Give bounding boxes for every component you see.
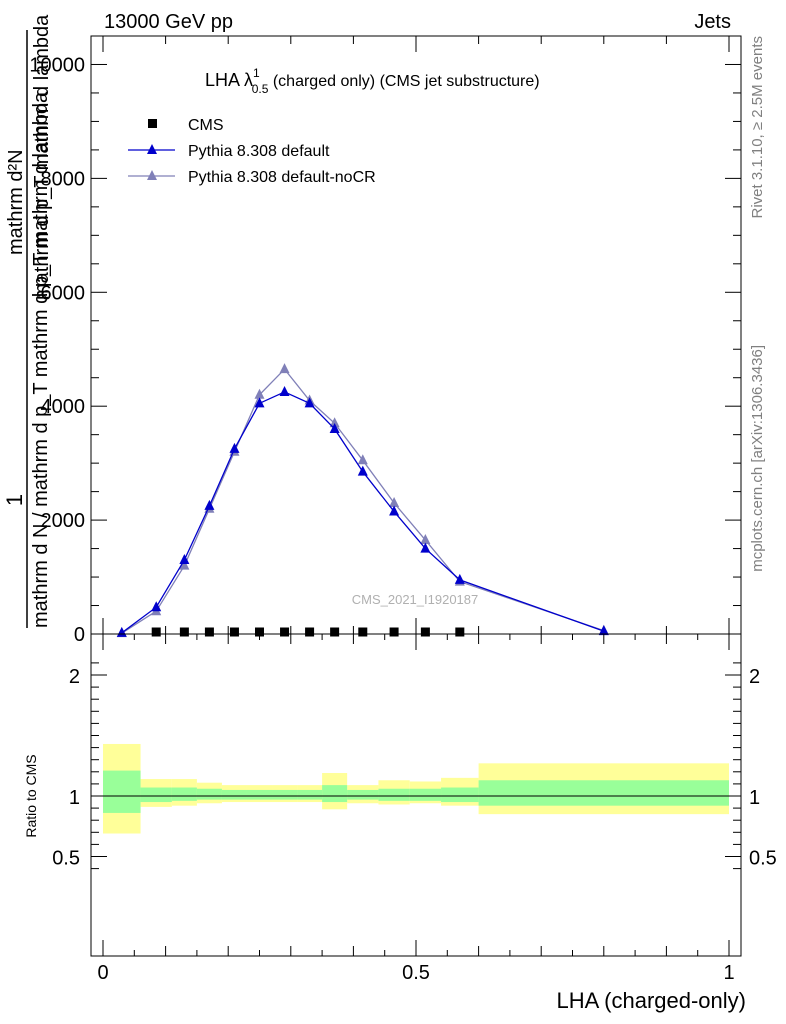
ratio-band-inner	[378, 788, 410, 801]
mcplots-label: mcplots.cern.ch [arXiv:1306.3436]	[749, 345, 766, 572]
series-point	[454, 573, 465, 584]
ratio-band-inner	[140, 787, 172, 803]
legend-label-cms: CMS	[188, 117, 224, 134]
main-ytick-label: 8000	[41, 168, 86, 190]
ratio-xtick-label: 1	[723, 962, 734, 984]
series-point	[204, 499, 215, 510]
ratio-y-label: Ratio to CMS	[23, 754, 39, 837]
ratio-y-tick-labels: 0.5 0.5 1 1 2 2	[52, 666, 777, 870]
watermark: CMS_2021_I1920187	[352, 592, 479, 607]
series-point	[254, 388, 265, 399]
cms-point	[420, 627, 430, 637]
rivet-label: Rivet 3.1.10, ≥ 2.5M events	[749, 36, 766, 219]
legend-marker-cms	[148, 119, 157, 128]
ratio-ytick-label: 2	[69, 666, 80, 688]
series-point	[420, 534, 431, 545]
ratio-ytick-label-right: 0.5	[749, 848, 777, 870]
cms-point	[389, 627, 399, 637]
ratio-xtick-label: 0.5	[402, 962, 430, 984]
ratio-x-ticks	[102, 634, 730, 956]
main-ytick-label: 6000	[41, 282, 86, 304]
legend-label-nocr: Pythia 8.308 default-noCR	[188, 169, 376, 186]
series-point	[229, 442, 240, 453]
ratio-y-ticks	[91, 662, 741, 870]
series-line	[121, 368, 605, 634]
ratio-band-inner	[171, 787, 197, 801]
series-point	[304, 397, 315, 408]
ratio-band-inner	[478, 780, 729, 806]
ratio-band-inner	[196, 788, 222, 800]
cms-point	[179, 627, 189, 637]
cms-point	[455, 627, 465, 637]
y-label-numerator: 1	[2, 494, 27, 506]
series-point	[179, 559, 190, 570]
legend-marker-nocr	[147, 170, 157, 180]
cms-point	[358, 627, 368, 637]
main-ytick-label: 10000	[29, 54, 85, 76]
cms-point	[255, 627, 264, 637]
header-left: 13000 GeV pp	[104, 11, 233, 33]
series-point	[151, 601, 162, 612]
y-label-line2: mathrm d²N	[5, 149, 27, 255]
series-point	[357, 454, 368, 465]
ratio-band-inner	[441, 787, 479, 803]
main-ytick-label: 2000	[41, 510, 86, 532]
series-point	[389, 497, 400, 508]
cms-point	[330, 627, 340, 637]
ratio-band-inner	[246, 789, 273, 800]
ratio-band-inner	[409, 788, 442, 801]
chart-title: LHA λ1 0.5 (charged only) (CMS jet substr…	[205, 66, 540, 96]
legend-marker-default	[147, 144, 157, 154]
main-ytick-label: 4000	[41, 396, 86, 418]
series-point	[329, 417, 340, 428]
series-point	[116, 626, 127, 637]
ratio-xtick-label: 0	[97, 962, 108, 984]
legend: CMS Pythia 8.308 default Pythia 8.308 de…	[128, 117, 376, 186]
main-y-axis-label: 1 mathrm d N / mathrm d p_T mathrm d p_T…	[2, 14, 53, 628]
cms-point	[151, 627, 161, 637]
ratio-band-inner	[347, 789, 379, 800]
series-point	[254, 397, 265, 408]
series-layer	[116, 363, 609, 638]
ratio-ytick-label-right: 1	[749, 787, 760, 809]
series-point	[420, 542, 431, 553]
ratio-band-inner	[322, 785, 348, 803]
title-rest: (charged only) (CMS jet substructure)	[268, 73, 539, 90]
title-main: LHA λ	[205, 70, 253, 90]
ratio-panel: 0.5 0.51 12 2 0 0.5 1 Ratio to CMS LHA (charg…	[23, 633, 777, 1013]
ratio-band-inner	[297, 789, 323, 800]
ratio-x-tick-labels: 0 0.5 1	[97, 962, 734, 984]
title-sup: 1	[253, 66, 260, 80]
series-point	[179, 553, 190, 564]
main-y-tick-labels: 0 2000 4000 6000 8000 10000	[29, 54, 85, 646]
ratio-band-inner	[272, 789, 298, 800]
main-y-ticks	[91, 35, 741, 635]
legend-label-default: Pythia 8.308 default	[188, 143, 330, 160]
title-sub: 0.5	[252, 82, 269, 96]
cms-point	[229, 627, 239, 637]
y-label-denominator: mathrm d N / mathrm d p_T mathrm d p_T m…	[30, 91, 52, 628]
series-point	[329, 422, 340, 433]
main-panel: 0 2000 4000 6000 8000 10000 CMS_2021_I1920187	[29, 35, 742, 646]
y-label-line3: mathrm d p_T mathrm d lambda	[31, 14, 53, 300]
x-axis-label: LHA (charged-only)	[556, 988, 746, 1013]
ratio-bands	[103, 743, 729, 834]
header-right: Jets	[694, 11, 731, 33]
cms-point	[305, 627, 315, 637]
main-ytick-label: 0	[74, 624, 85, 646]
cms-point	[204, 627, 214, 637]
ratio-band-inner	[103, 770, 141, 813]
ratio-band-inner	[221, 789, 247, 800]
series-point	[279, 385, 290, 396]
ratio-ytick-label-right: 2	[749, 666, 760, 688]
ratio-ytick-label: 1	[69, 787, 80, 809]
cms-point	[280, 627, 290, 637]
series-point	[598, 625, 609, 636]
series-point	[389, 505, 400, 516]
ratio-ytick-label: 0.5	[52, 848, 80, 870]
series-point	[357, 465, 368, 476]
series-point	[279, 363, 290, 374]
series-line	[121, 391, 605, 634]
